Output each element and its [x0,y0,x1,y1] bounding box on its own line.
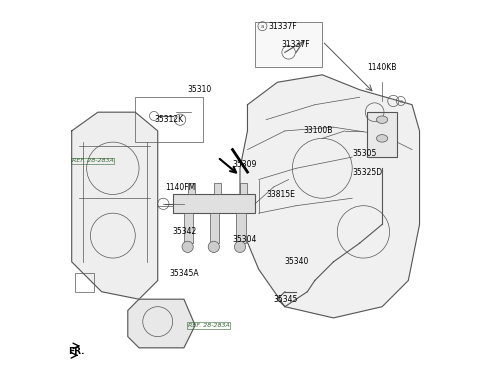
Circle shape [208,241,219,252]
Text: 35309: 35309 [232,160,257,169]
Text: REF. 28-283A: REF. 28-283A [188,323,229,328]
Bar [188,183,195,194]
Text: 35342: 35342 [173,227,197,236]
Text: 31337F: 31337F [281,40,310,49]
Bar [255,22,322,67]
Text: 35325D: 35325D [352,168,383,177]
Text: 35312K: 35312K [154,115,183,124]
Text: 35305: 35305 [352,149,377,158]
Bar [367,112,397,157]
Polygon shape [72,112,158,299]
Text: FR.: FR. [68,347,84,356]
Ellipse shape [376,135,388,142]
Ellipse shape [376,116,388,123]
Polygon shape [240,75,420,318]
Bar [135,97,203,142]
Text: REF. 28-283A: REF. 28-283A [72,158,113,163]
Circle shape [234,241,246,252]
Text: a: a [399,99,402,104]
Bar [184,213,193,243]
Bar [173,194,255,213]
Circle shape [182,241,193,252]
Text: 1140KB: 1140KB [367,63,396,72]
Text: 1140FM: 1140FM [165,183,195,191]
Text: 35345: 35345 [274,295,298,304]
Text: 31337F: 31337F [268,22,297,31]
Polygon shape [128,299,195,348]
Text: 33815E: 33815E [266,190,295,199]
Text: 33100B: 33100B [303,126,333,135]
Text: 35304: 35304 [232,235,257,244]
Bar [210,213,219,243]
Bar [75,273,94,292]
Text: a: a [261,24,264,29]
Bar [214,183,221,194]
Text: 35340: 35340 [285,257,309,266]
Text: 35345A: 35345A [169,269,199,278]
Text: 35310: 35310 [188,85,212,94]
Bar [240,183,248,194]
Bar [236,213,246,243]
